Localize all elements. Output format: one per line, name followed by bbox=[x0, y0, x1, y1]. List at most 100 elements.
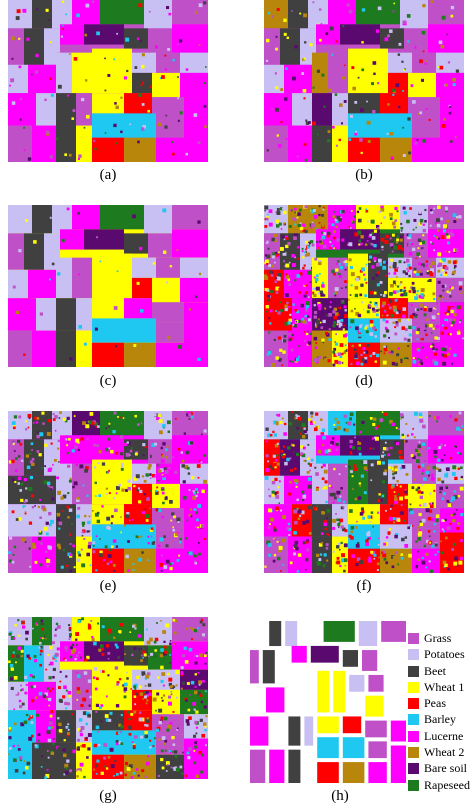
noise-pixel bbox=[444, 563, 448, 568]
noise-pixel bbox=[305, 540, 309, 544]
noise-pixel bbox=[63, 773, 66, 776]
noise-pixel bbox=[80, 703, 84, 708]
noise-pixel bbox=[97, 425, 100, 428]
noise-pixel bbox=[359, 439, 363, 443]
noise-pixel bbox=[11, 101, 16, 105]
noise-pixel bbox=[431, 347, 435, 351]
noise-pixel bbox=[277, 430, 280, 433]
noise-pixel bbox=[175, 316, 180, 321]
noise-pixel bbox=[348, 242, 353, 247]
noise-pixel bbox=[145, 702, 148, 705]
noise-pixel bbox=[422, 502, 427, 507]
noise-pixel bbox=[459, 428, 462, 431]
noise-pixel bbox=[402, 89, 405, 92]
noise-pixel bbox=[180, 473, 184, 477]
noise-pixel bbox=[305, 308, 308, 310]
noise-pixel bbox=[396, 276, 398, 278]
noise-pixel bbox=[20, 498, 24, 503]
noise-pixel bbox=[372, 422, 376, 427]
field-region bbox=[388, 463, 412, 484]
noise-pixel bbox=[361, 461, 363, 464]
field-region bbox=[8, 298, 36, 331]
field-region bbox=[285, 621, 298, 647]
noise-pixel bbox=[383, 345, 386, 349]
noise-pixel bbox=[388, 351, 391, 354]
field-region bbox=[262, 650, 275, 684]
noise-pixel bbox=[160, 446, 163, 450]
noise-pixel bbox=[453, 318, 456, 322]
noise-pixel bbox=[62, 28, 64, 30]
noise-pixel bbox=[296, 570, 300, 573]
noise-pixel bbox=[293, 479, 298, 483]
noise-pixel bbox=[79, 733, 84, 737]
noise-pixel bbox=[95, 725, 100, 730]
noise-pixel bbox=[400, 553, 404, 556]
noise-pixel bbox=[417, 359, 420, 362]
noise-pixel bbox=[147, 542, 150, 545]
noise-pixel bbox=[60, 496, 64, 500]
noise-pixel bbox=[127, 486, 131, 491]
noise-pixel bbox=[407, 40, 410, 43]
noise-pixel bbox=[340, 541, 343, 545]
noise-pixel bbox=[392, 365, 395, 367]
noise-pixel bbox=[303, 264, 306, 267]
noise-pixel bbox=[156, 726, 161, 731]
noise-pixel bbox=[198, 3, 203, 8]
noise-pixel bbox=[9, 525, 13, 529]
noise-pixel bbox=[132, 214, 136, 219]
noise-pixel bbox=[196, 518, 199, 522]
noise-pixel bbox=[393, 272, 397, 275]
noise-pixel bbox=[441, 258, 443, 261]
noise-pixel bbox=[156, 692, 160, 696]
noise-pixel bbox=[12, 651, 15, 654]
noise-pixel bbox=[124, 442, 128, 447]
noise-pixel bbox=[134, 467, 138, 471]
noise-pixel bbox=[315, 281, 317, 283]
noise-pixel bbox=[333, 424, 336, 427]
noise-pixel bbox=[108, 447, 111, 450]
noise-pixel bbox=[301, 435, 306, 439]
noise-pixel bbox=[339, 518, 343, 523]
noise-pixel bbox=[14, 624, 17, 627]
field-region bbox=[24, 233, 44, 270]
noise-pixel bbox=[360, 235, 364, 239]
noise-pixel bbox=[370, 511, 374, 514]
noise-pixel bbox=[408, 274, 411, 278]
noise-pixel bbox=[282, 251, 287, 256]
noise-pixel bbox=[17, 619, 20, 622]
noise-pixel bbox=[195, 295, 198, 298]
noise-pixel bbox=[264, 261, 267, 265]
noise-pixel bbox=[453, 490, 456, 493]
noise-pixel bbox=[12, 553, 15, 556]
noise-pixel bbox=[407, 270, 410, 272]
noise-pixel bbox=[375, 273, 379, 277]
noise-pixel bbox=[18, 634, 21, 637]
noise-pixel bbox=[171, 141, 174, 144]
noise-pixel bbox=[329, 499, 332, 502]
noise-pixel bbox=[316, 323, 320, 326]
noise-pixel bbox=[115, 545, 119, 548]
noise-pixel bbox=[85, 3, 90, 8]
noise-pixel bbox=[313, 214, 318, 219]
noise-pixel bbox=[440, 347, 445, 352]
noise-pixel bbox=[182, 480, 186, 484]
noise-pixel bbox=[39, 312, 44, 316]
noise-pixel bbox=[321, 428, 326, 432]
noise-pixel bbox=[382, 260, 386, 264]
noise-pixel bbox=[363, 273, 366, 276]
noise-pixel bbox=[401, 537, 405, 542]
noise-pixel bbox=[116, 683, 119, 686]
noise-pixel bbox=[429, 569, 434, 573]
noise-pixel bbox=[62, 494, 67, 499]
noise-pixel bbox=[120, 452, 124, 456]
noise-pixel bbox=[319, 553, 323, 556]
noise-pixel bbox=[317, 303, 322, 308]
noise-pixel bbox=[400, 281, 403, 284]
noise-pixel bbox=[441, 353, 444, 357]
noise-pixel bbox=[436, 415, 440, 420]
noise-pixel bbox=[371, 277, 375, 280]
noise-pixel bbox=[314, 346, 318, 350]
noise-pixel bbox=[269, 83, 273, 88]
noise-pixel bbox=[20, 666, 23, 668]
noise-pixel bbox=[418, 294, 423, 299]
